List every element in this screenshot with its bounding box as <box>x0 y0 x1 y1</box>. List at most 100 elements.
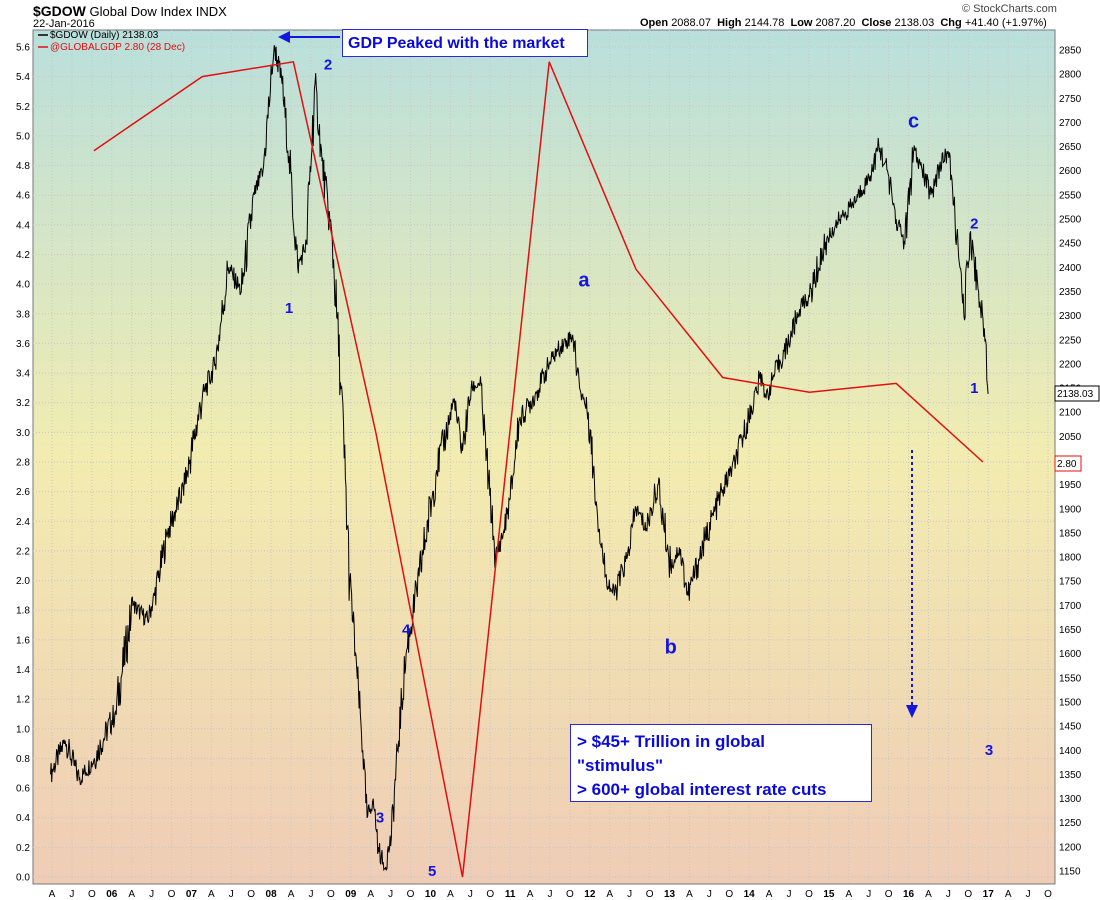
x-tick-label: 11 <box>505 889 516 900</box>
x-tick-label: J <box>707 889 712 900</box>
x-tick-label: A <box>367 889 374 900</box>
y-right-tick-label: 2800 <box>1059 70 1082 81</box>
wave-label: 3 <box>376 810 384 827</box>
y-left-tick-label: 4.4 <box>16 220 30 231</box>
y-left-tick-label: 1.6 <box>16 635 30 646</box>
x-tick-label: J <box>308 889 313 900</box>
y-left-tick-label: 1.4 <box>16 665 30 676</box>
x-tick-label: J <box>149 889 154 900</box>
x-tick-label: A <box>208 889 215 900</box>
y-right-tick-label: 2100 <box>1059 408 1082 419</box>
y-right-tick-label: 2450 <box>1059 239 1082 250</box>
x-tick-label: J <box>69 889 74 900</box>
x-tick-label: A <box>447 889 454 900</box>
y-right-tick-label: 1900 <box>1059 504 1082 515</box>
x-tick-label: O <box>646 889 654 900</box>
y-right-tick-label: 1800 <box>1059 553 1082 564</box>
y-left-tick-label: 1.2 <box>16 695 30 706</box>
gdow-price-line <box>50 45 989 872</box>
x-tick-label: J <box>787 889 792 900</box>
x-tick-label: 10 <box>425 889 437 900</box>
last-gdp-badge: 2.80 <box>1054 455 1082 472</box>
low-value: 2087.20 <box>815 17 856 29</box>
wave-label: 3 <box>985 742 993 759</box>
x-tick-label: 14 <box>744 889 756 900</box>
last-price-badge-text: 2138.03 <box>1057 389 1094 400</box>
x-tick-label: O <box>1044 889 1052 900</box>
x-tick-label: O <box>805 889 813 900</box>
low-label: Low <box>790 17 813 29</box>
stimulus-callout: > $45+ Trillion in global "stimulus" > 6… <box>570 724 872 802</box>
y-right-tick-label: 2350 <box>1059 287 1082 298</box>
y-left-tick-label: 5.2 <box>16 102 30 113</box>
x-tick-label: J <box>1026 889 1031 900</box>
x-tick-label: O <box>725 889 733 900</box>
x-axis: A J O 06 A J O 07 A J O 08 A J O 09 A J O 10 A J O 11 A J O 12 A J O 13… <box>49 889 1052 900</box>
x-tick-label: 08 <box>266 889 278 900</box>
y-left-tick-label: 3.2 <box>16 398 30 409</box>
x-tick-label: O <box>88 889 96 900</box>
x-tick-label: O <box>885 889 893 900</box>
close-value: 2138.03 <box>894 17 935 29</box>
x-tick-label: A <box>686 889 693 900</box>
x-tick-label: A <box>766 889 773 900</box>
x-tick-label: 09 <box>345 889 357 900</box>
y-left-tick-label: 0.2 <box>16 843 30 854</box>
gdp-line <box>93 60 984 878</box>
y-left-tick-label: 1.0 <box>16 724 30 735</box>
projection-arrowhead <box>906 705 918 718</box>
x-tick-label: O <box>566 889 574 900</box>
x-tick-label: 12 <box>584 889 596 900</box>
y-left-tick-label: 2.0 <box>16 576 30 587</box>
y-right-tick-label: 1650 <box>1059 625 1082 636</box>
gdp-peak-callout: GDP Peaked with the market <box>342 29 588 57</box>
y-right-tick-label: 1300 <box>1059 794 1082 805</box>
wave-labels: 1 2 3 4 5 a b c 1 2 3 <box>285 56 993 880</box>
x-tick-label: O <box>407 889 415 900</box>
y-right-tick-label: 2700 <box>1059 118 1082 129</box>
wave-label: 1 <box>285 300 293 317</box>
last-gdp-badge-box <box>1054 455 1082 472</box>
x-tick-label: A <box>288 889 295 900</box>
symbol-name: Global Dow Index <box>89 4 193 19</box>
y-left-tick-label: 4.8 <box>16 161 30 172</box>
y-right-tick-label: 1950 <box>1059 480 1082 491</box>
x-tick-label: J <box>946 889 951 900</box>
y-right-tick-label: 1200 <box>1059 842 1082 853</box>
y-left-tick-label: 5.4 <box>16 72 30 83</box>
last-price-badge: 2138.03 <box>1054 385 1100 402</box>
x-tick-label: J <box>388 889 393 900</box>
y-right-tick-label: 1400 <box>1059 746 1082 757</box>
y-right-tick-label: 2750 <box>1059 94 1082 105</box>
stockcharts-logo[interactable]: © StockCharts.com <box>962 3 1057 15</box>
legend-price: $GDOW (Daily) 2138.03 <box>50 30 159 41</box>
y-right-tick-label: 2250 <box>1059 335 1082 346</box>
symbol-ticker: $GDOW <box>33 3 86 19</box>
stimulus-line-2: "stimulus" <box>577 756 664 775</box>
x-tick-label: O <box>964 889 972 900</box>
y-left-tick-label: 2.6 <box>16 487 30 498</box>
y-right-tick-label: 1150 <box>1059 867 1081 878</box>
x-tick-label: O <box>486 889 494 900</box>
symbol-exchange: INDX <box>195 4 227 19</box>
x-tick-label: 16 <box>903 889 915 900</box>
x-tick-label: 13 <box>664 889 676 900</box>
stimulus-line-3: > 600+ global interest rate cuts <box>577 780 827 799</box>
x-tick-label: A <box>925 889 932 900</box>
close-label: Close <box>861 17 892 29</box>
y-right-tick-label: 1500 <box>1059 697 1082 708</box>
gdp-peak-arrowhead <box>278 31 290 43</box>
wave-label: a <box>578 270 590 292</box>
y-right-tick-label: 1750 <box>1059 577 1082 588</box>
open-value: 2088.07 <box>671 17 711 29</box>
y-left-tick-label: 2.4 <box>16 517 30 528</box>
x-tick-label: A <box>1005 889 1012 900</box>
x-tick-label: O <box>247 889 255 900</box>
y-left-tick-label: 4.2 <box>16 250 30 261</box>
y-right-tick-label: 1850 <box>1059 528 1082 539</box>
x-tick-label: J <box>866 889 871 900</box>
y-right-tick-label: 1450 <box>1059 722 1082 733</box>
ohlc-readout: Open 2088.07 High 2144.78 Low 2087.20 Cl… <box>640 17 1047 29</box>
plot-area <box>32 29 1056 885</box>
